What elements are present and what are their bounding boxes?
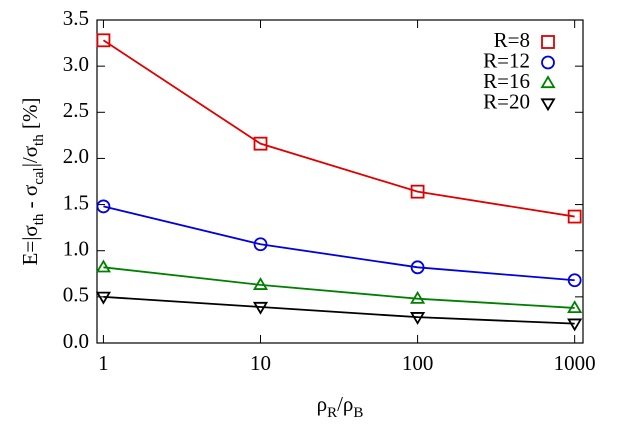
legend-label: R=20 [483, 89, 530, 113]
y-tick-label: 3.0 [63, 52, 89, 76]
x-tick-label: 100 [402, 351, 434, 375]
y-tick-label: 0.5 [63, 283, 89, 307]
marker [410, 184, 425, 199]
x-axis-label-part: B [353, 405, 363, 421]
marker [252, 277, 269, 290]
y-tick-label: 0.0 [63, 329, 89, 353]
y-tick-label: 2.5 [63, 98, 89, 122]
y-axis-label-part: |/σ [18, 146, 42, 167]
line [103, 295, 575, 325]
line [103, 266, 575, 309]
legend-label: R=12 [483, 48, 530, 72]
x-tick-label: 10 [250, 351, 271, 375]
x-axis-label-part: ρ [317, 392, 327, 416]
marker [95, 259, 112, 273]
y-tick-label: 3.5 [63, 6, 89, 30]
x-tick-label: 1 [98, 351, 109, 375]
y-axis-label-part: - σ [18, 185, 42, 214]
marker [410, 290, 426, 304]
y-axis-label-part: [%] [18, 98, 42, 135]
marker [253, 237, 268, 252]
y-tick-label: 2.0 [63, 144, 89, 168]
marker [96, 199, 111, 214]
line [102, 39, 575, 218]
y-axis-label-part: th [31, 213, 47, 225]
marker [567, 273, 582, 288]
legend-label: R=16 [483, 69, 530, 93]
y-axis-label: E=|σth - σcal|/σth [%] [18, 98, 48, 266]
legend-label: R=8 [494, 28, 530, 52]
x-axis-label: ρR/ρB [317, 392, 364, 422]
marker [567, 318, 583, 332]
y-tick-label: 1.5 [63, 190, 89, 214]
marker [567, 209, 582, 224]
y-axis-label-part: cal [31, 167, 47, 184]
marker [253, 136, 268, 151]
x-axis-label-part: R [327, 405, 337, 421]
x-axis-label-part: /ρ [337, 392, 353, 416]
y-axis-label-part: E=|σ [18, 225, 42, 265]
y-axis-label-part: th [31, 134, 47, 146]
y-tick-label: 1.0 [63, 237, 89, 261]
marker [95, 291, 112, 305]
x-tick-label: 1000 [554, 351, 596, 375]
marker [567, 300, 583, 314]
plot-frame [96, 19, 584, 344]
marker [541, 35, 555, 49]
marker [541, 55, 555, 70]
line [103, 205, 575, 282]
marker [410, 260, 425, 275]
marker [410, 312, 426, 325]
marker [96, 33, 111, 48]
marker [540, 75, 556, 89]
marker [540, 98, 556, 112]
marker [252, 301, 269, 315]
